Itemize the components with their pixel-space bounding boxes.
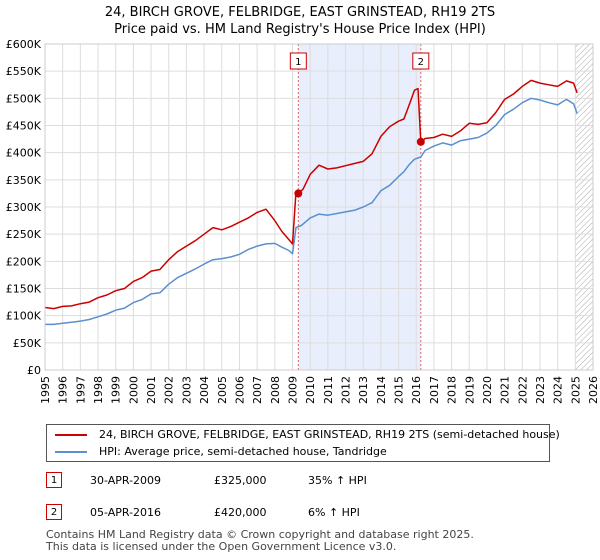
property-price-line xyxy=(44,79,578,310)
y-tick-label: £0 xyxy=(27,364,41,377)
x-tick-label: 2014 xyxy=(375,376,388,404)
y-tick-label: £550K xyxy=(6,65,42,78)
x-tick-label: 2013 xyxy=(357,376,370,404)
y-tick-label: £250K xyxy=(6,228,42,241)
sale-marker-badge: 2 xyxy=(46,504,62,520)
sale-label-text: 1 xyxy=(295,57,301,68)
sale-row-2: 2 05-APR-2016 £420,000 6% ↑ HPI xyxy=(46,502,446,524)
x-tick-label: 1996 xyxy=(57,376,70,404)
sale-marker-badge: 1 xyxy=(46,472,62,488)
sale-label-box xyxy=(289,52,307,70)
x-tick-label: 2011 xyxy=(322,376,335,404)
x-tick-label: 2019 xyxy=(463,376,476,404)
x-tick-label: 2024 xyxy=(552,376,565,404)
x-tick-label: 2004 xyxy=(198,376,211,404)
x-tick-label: 2026 xyxy=(587,376,600,404)
x-tick-label: 2008 xyxy=(269,376,282,404)
sale-price: £325,000 xyxy=(214,474,267,487)
x-tick-label: 2009 xyxy=(286,376,299,404)
legend-swatch-hpi xyxy=(55,451,87,453)
sale-label-box xyxy=(412,52,430,70)
sale-date: 30-APR-2009 xyxy=(90,474,162,487)
sale-point-1 xyxy=(294,189,303,198)
x-tick-label: 2006 xyxy=(233,376,246,404)
x-tick-label: 2005 xyxy=(216,376,229,404)
x-tick-label: 2001 xyxy=(145,376,158,404)
y-tick-label: £50K xyxy=(13,337,42,350)
hpi-line xyxy=(45,97,578,326)
x-tick-label: 2018 xyxy=(446,376,459,404)
x-tick-label: 1998 xyxy=(92,376,105,404)
x-tick-label: 2017 xyxy=(428,376,441,404)
footer-licence: This data is licensed under the Open Gov… xyxy=(46,540,397,553)
y-tick-label: £400K xyxy=(6,147,42,160)
y-tick-label: £300K xyxy=(6,201,42,214)
x-tick-label: 2021 xyxy=(499,376,512,404)
x-tick-label: 1995 xyxy=(39,376,52,404)
y-tick-label: £500K xyxy=(6,92,42,105)
sale-point-2 xyxy=(416,137,425,146)
x-tick-label: 2007 xyxy=(251,376,264,404)
y-tick-label: £150K xyxy=(6,283,42,296)
chart-subtitle: Price paid vs. HM Land Registry's House … xyxy=(114,22,486,37)
x-tick-label: 2015 xyxy=(393,376,406,404)
sale-row-1: 1 30-APR-2009 £325,000 35% ↑ HPI xyxy=(46,470,446,492)
legend-item-hpi: HPI: Average price, semi-detached house,… xyxy=(47,443,549,461)
legend-swatch-property xyxy=(55,434,87,436)
x-tick-label: 2025 xyxy=(569,376,582,404)
chart-title-block: 24, BIRCH GROVE, FELBRIDGE, EAST GRINSTE… xyxy=(0,4,600,38)
x-tick-label: 2000 xyxy=(127,376,140,404)
y-tick-label: £600K xyxy=(6,38,42,51)
x-tick-label: 2010 xyxy=(304,376,317,404)
sale-date: 05-APR-2016 xyxy=(90,506,162,519)
sale-hpi-change: 6% ↑ HPI xyxy=(308,506,360,519)
sale-hpi-change: 35% ↑ HPI xyxy=(308,474,367,487)
legend-item-property: 24, BIRCH GROVE, FELBRIDGE, EAST GRINSTE… xyxy=(47,426,560,444)
y-tick-label: £200K xyxy=(6,255,42,268)
price-chart: £0 £50K £100K £150K £200K £250K £300K £350K £400… xyxy=(6,38,600,404)
plot-frame xyxy=(44,43,594,371)
x-tick-label: 2022 xyxy=(516,376,529,404)
legend-label-property: 24, BIRCH GROVE, FELBRIDGE, EAST GRINSTE… xyxy=(99,428,560,441)
x-tick-label: 1997 xyxy=(74,376,87,404)
sale-label-text: 2 xyxy=(418,57,424,68)
y-tick-label: £100K xyxy=(6,310,42,323)
x-tick-label: 2002 xyxy=(163,376,176,404)
footer-copyright: Contains HM Land Registry data © Crown c… xyxy=(46,528,474,541)
x-tick-label: 2020 xyxy=(481,376,494,404)
x-tick-label: 2016 xyxy=(410,376,423,404)
footer: Contains HM Land Registry data © Crown c… xyxy=(46,529,474,553)
x-tick-label: 2012 xyxy=(340,376,353,404)
y-tick-label: £450K xyxy=(6,120,42,133)
x-tick-label: 2023 xyxy=(534,376,547,404)
legend-label-hpi: HPI: Average price, semi-detached house,… xyxy=(99,445,387,458)
legend: 24, BIRCH GROVE, FELBRIDGE, EAST GRINSTE… xyxy=(46,424,560,462)
sale-price: £420,000 xyxy=(214,506,267,519)
y-tick-label: £350K xyxy=(6,174,42,187)
x-tick-label: 1999 xyxy=(110,376,123,404)
chart-title: 24, BIRCH GROVE, FELBRIDGE, EAST GRINSTE… xyxy=(104,5,496,20)
x-tick-label: 2003 xyxy=(180,376,193,404)
